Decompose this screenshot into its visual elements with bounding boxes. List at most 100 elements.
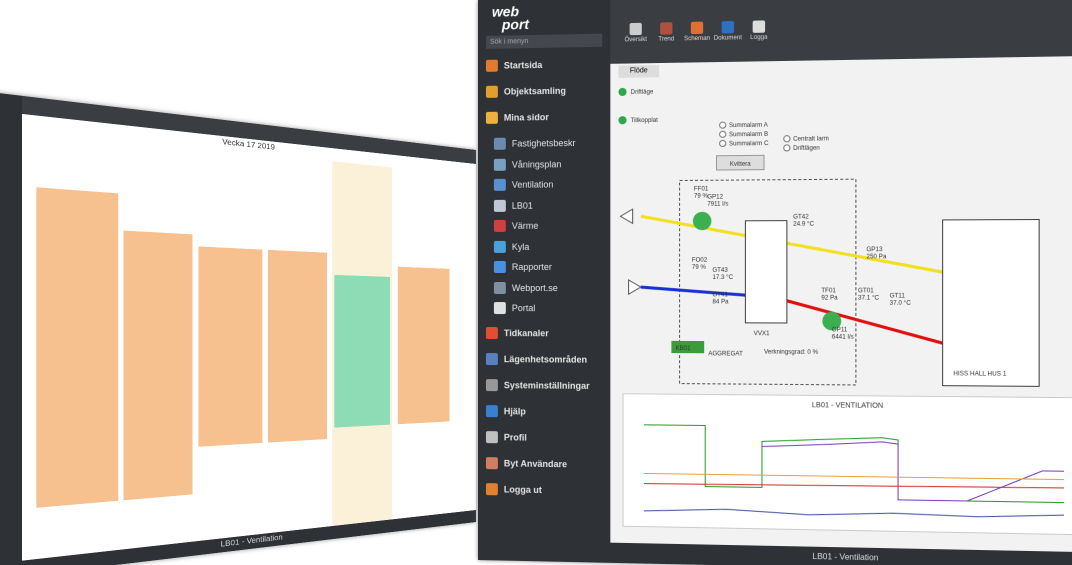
menu-item[interactable]: Profil	[486, 431, 527, 444]
aggregate-label: AGGREGAT	[708, 351, 743, 357]
event	[268, 250, 327, 443]
toolbar-tab[interactable]: Scheman	[682, 36, 713, 43]
alarm-text: Summalarm C	[729, 141, 769, 148]
option-radio	[784, 136, 790, 142]
sensor-value: 84 Pa	[712, 299, 729, 305]
menu-icon	[486, 327, 498, 339]
event	[123, 231, 192, 501]
menu-icon	[486, 379, 498, 391]
toolbar-tab[interactable]: Trend	[651, 36, 682, 43]
search[interactable]: Sök i menyn	[486, 34, 602, 49]
logo: port	[502, 16, 529, 33]
footer: LB01 - Ventilation	[610, 543, 1072, 565]
menu-icon	[494, 220, 506, 232]
menu-item[interactable]: Ventilation	[494, 178, 554, 190]
menu-icon	[486, 483, 498, 495]
ack-text: Kvittera	[730, 162, 752, 168]
menu-icon	[494, 199, 506, 211]
trend-line	[762, 440, 1064, 502]
menu-icon	[486, 431, 498, 443]
screenshot: Vecka 17 2019 LB01 - Ventilation web por…	[0, 0, 1072, 565]
arrow	[629, 280, 641, 294]
alarm-radio	[720, 140, 726, 146]
toolbar-tab[interactable]: Översikt	[620, 37, 651, 44]
event	[334, 275, 390, 428]
calendar-screen: Vecka 17 2019 LB01 - Ventilation	[0, 88, 476, 565]
menu-icon	[486, 353, 498, 365]
menu-label: Hjälp	[504, 406, 526, 416]
sensor-tag: FF01	[694, 186, 709, 192]
menu-label: Mina sidor	[504, 112, 549, 123]
menu-label: Våningsplan	[512, 159, 562, 169]
sensor-value: 6441 l/s	[832, 334, 854, 340]
menu-item[interactable]: Kyla	[494, 240, 529, 252]
trend-line	[644, 425, 1064, 503]
menu-item[interactable]: Webport.se	[494, 282, 558, 294]
menu-label: Profil	[504, 432, 527, 442]
menu-icon	[494, 179, 506, 191]
sensor-value: 37.1 °C	[858, 295, 880, 301]
menu-label: Portal	[512, 303, 536, 313]
menu-icon	[494, 282, 506, 294]
sensor-value: 79 %	[692, 265, 707, 271]
sidebar	[0, 88, 22, 565]
menu-item[interactable]: Lägenhetsområden	[486, 353, 587, 366]
menu-label: Ventilation	[512, 179, 554, 189]
fan	[693, 212, 711, 230]
option-radio	[784, 145, 790, 151]
menu-item[interactable]: Värme	[494, 220, 538, 232]
arrow	[620, 209, 632, 223]
scada-screen: web port Sök i menyn Startsida Objektsaml…	[478, 0, 1072, 565]
status-dot	[618, 116, 626, 124]
heat-exchanger	[745, 221, 786, 323]
menu-label: Kyla	[512, 241, 529, 251]
trend-panel: LB01 - VENTILATION	[623, 393, 1072, 535]
tab-icon	[753, 20, 765, 32]
menu-item[interactable]: Fastighetsbeskr	[494, 137, 576, 150]
menu-item[interactable]: Tidkanaler	[486, 327, 549, 339]
status-dot	[618, 88, 626, 96]
hall-label: HISS HALL	[953, 371, 986, 377]
sub-tab[interactable]: Flöde	[618, 65, 659, 78]
sensor-tag: FO02	[692, 258, 708, 264]
menu-item[interactable]: Startsida	[486, 59, 542, 72]
menu-item[interactable]: Logga ut	[486, 483, 542, 496]
toolbar-tab[interactable]: Dokument	[712, 35, 743, 42]
sensor-value: 92 Pa	[821, 295, 838, 301]
menu-item[interactable]: Hjälp	[486, 405, 526, 417]
menu-icon	[494, 261, 506, 273]
sensor-value: 7911 l/s	[707, 202, 728, 208]
menu-label: Objektsamling	[504, 86, 566, 97]
toolbar: Översikt Trend Scheman Dokument Logga	[610, 0, 1072, 64]
menu-icon	[494, 240, 506, 252]
menu-item[interactable]: Rapporter	[494, 261, 552, 273]
menu-item[interactable]: Portal	[494, 302, 535, 314]
menu-item[interactable]: Systeminställningar	[486, 379, 590, 392]
menu-label: Rapporter	[512, 262, 552, 272]
menu-item[interactable]: Mina sidor	[486, 111, 549, 124]
toolbar-tab[interactable]: Logga	[743, 35, 774, 42]
tab-icon	[691, 22, 703, 34]
sensor-tag: GP13	[866, 247, 883, 253]
menu-item[interactable]: Våningsplan	[494, 158, 562, 171]
sensor-tag: GT41	[712, 292, 728, 298]
house-label: HUS 1	[987, 371, 1007, 377]
building	[943, 220, 1039, 387]
sensor-value: 37.0 °C	[890, 301, 912, 307]
tab-icon	[722, 21, 734, 33]
menu-item[interactable]: Byt Användare	[486, 457, 567, 470]
flow-diagram: Driftläge Tillkopplat Summalarm A Summalarm…	[610, 73, 1072, 398]
menu-label: Startsida	[504, 60, 542, 71]
badge-text: KB01	[675, 346, 691, 352]
trend-line	[644, 482, 1064, 491]
sensor-tag: GT43	[712, 268, 728, 274]
menu-item[interactable]: LB01	[494, 199, 533, 211]
option-text: Centralt larm	[793, 136, 829, 143]
unit-label: VVX1	[754, 331, 771, 337]
menu-label: Byt Användare	[504, 458, 567, 469]
menu-label: Tidkanaler	[504, 328, 549, 338]
trend-line	[644, 473, 1064, 479]
menu-icon	[494, 302, 506, 314]
menu-item[interactable]: Objektsamling	[486, 85, 566, 98]
trend-chart	[624, 394, 1072, 534]
